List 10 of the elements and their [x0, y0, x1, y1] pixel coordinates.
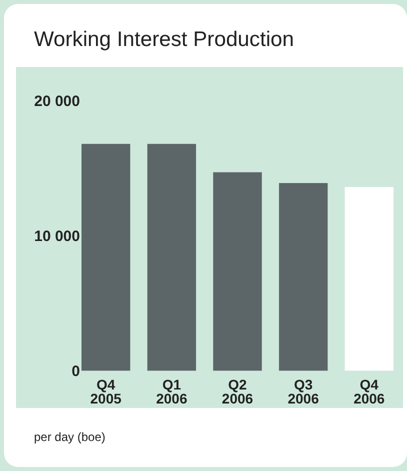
y-tick-label: 0 [72, 362, 80, 380]
x-tick-label: Q3 2006 [288, 376, 320, 407]
text: per day (boe) [34, 430, 106, 444]
x-tick-label: Q2 2006 [222, 376, 254, 407]
y-tick-label: 10 000 [34, 228, 80, 245]
x-tick-label: Q4 2005 [90, 376, 122, 407]
y-tick-label: 20 000 [34, 92, 80, 110]
x-tick-label: Q1 2006 [156, 376, 188, 407]
x-tick-label: Q4 2006 [354, 376, 385, 407]
chart-title: Working Interest Production [34, 28, 294, 51]
